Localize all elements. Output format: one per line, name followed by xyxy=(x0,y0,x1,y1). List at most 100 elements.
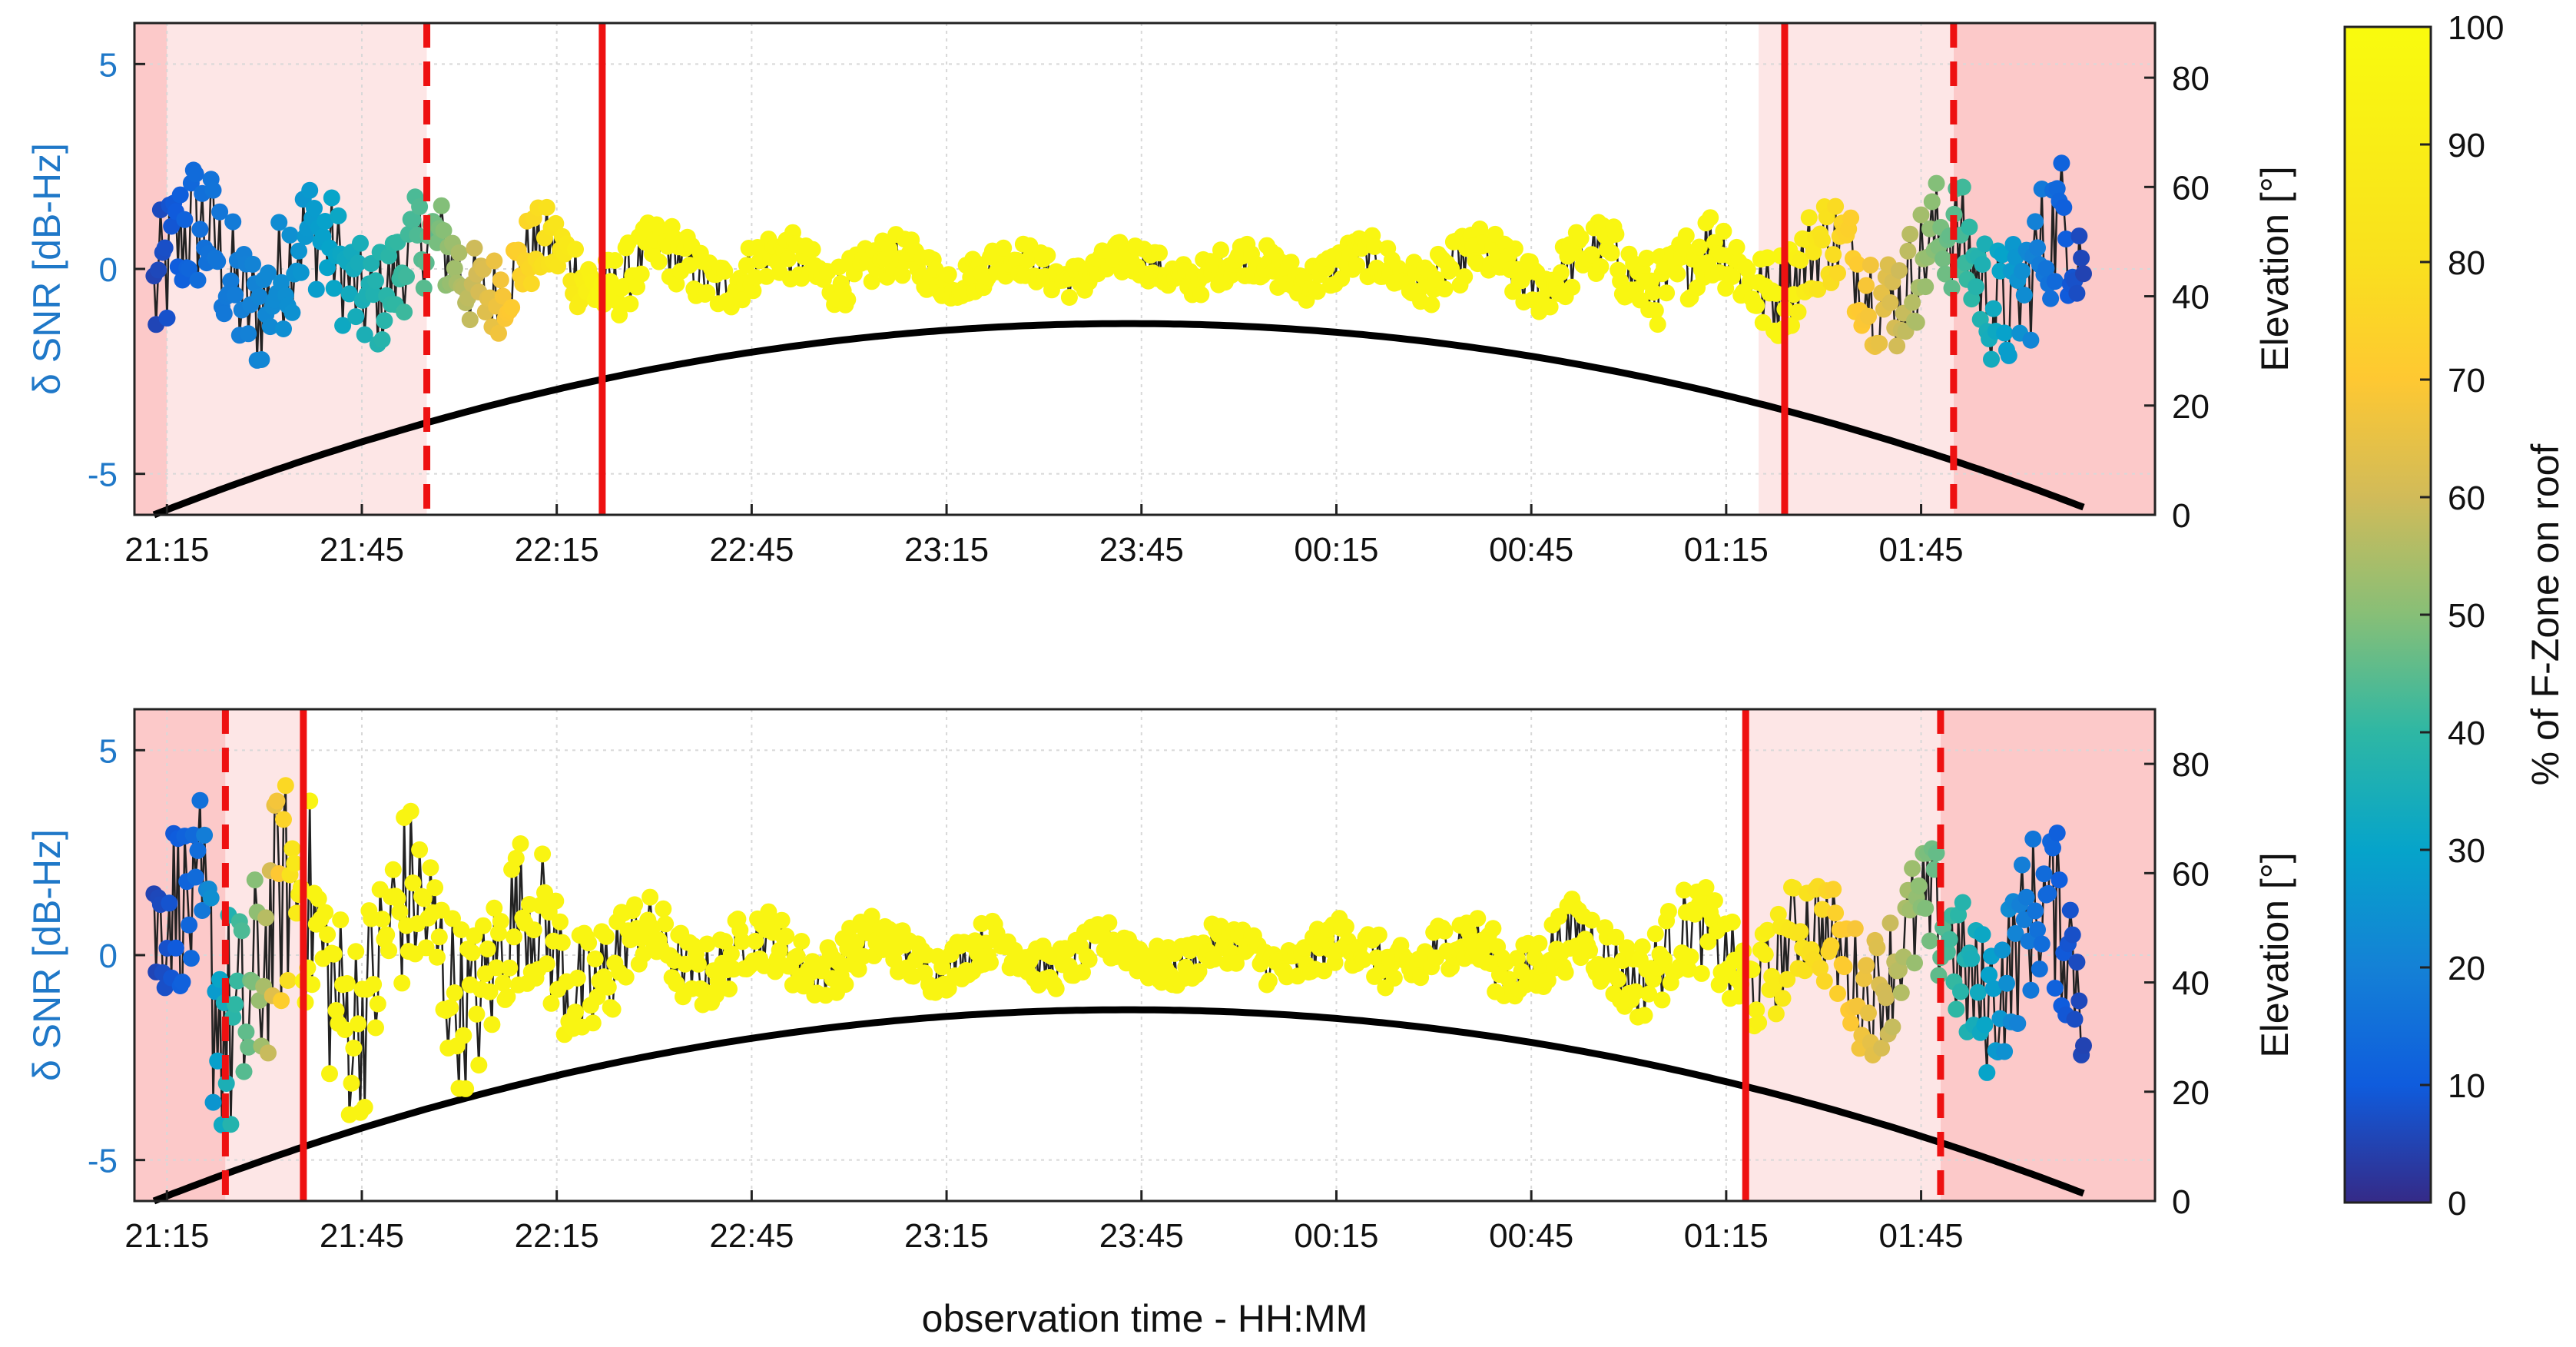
snr-point xyxy=(1370,926,1387,944)
snr-point xyxy=(676,955,694,973)
snr-point xyxy=(744,282,762,300)
snr-point xyxy=(327,1002,345,1019)
snr-point xyxy=(1954,894,1971,911)
snr-point xyxy=(1047,980,1065,997)
snr-point xyxy=(599,978,617,996)
snr-point xyxy=(2055,198,2073,216)
snr-point xyxy=(525,921,542,939)
snr-point xyxy=(1074,964,1091,981)
snr-point xyxy=(196,826,214,844)
y-right-tick-label: 60 xyxy=(2172,855,2210,893)
snr-point xyxy=(1827,904,1845,922)
snr-point xyxy=(404,211,422,228)
snr-point xyxy=(657,915,675,933)
snr-point xyxy=(632,265,650,283)
snr-point xyxy=(1682,948,1699,966)
snr-point xyxy=(933,958,951,976)
colorbar: 0 10 20 30 40 50 60 70 80 90 100 % of F-Zone on ro… xyxy=(2343,9,2567,1223)
snr-point xyxy=(463,944,481,961)
snr-point xyxy=(1541,298,1559,316)
snr-point xyxy=(767,963,784,980)
top-snr-panel: 21:15 21:45 22:15 22:45 23:15 23:45 00:15 00:45… xyxy=(25,22,2296,569)
colorbar-label: % of F-Zone on roof xyxy=(2524,444,2567,786)
snr-point xyxy=(1723,913,1741,931)
snr-point xyxy=(538,955,555,973)
snr-point xyxy=(429,948,446,966)
snr-point xyxy=(1934,250,1952,267)
snr-point xyxy=(1366,237,1384,255)
snr-point xyxy=(340,285,358,303)
snr-point xyxy=(1912,206,1930,224)
snr-point xyxy=(393,974,411,992)
snr-point xyxy=(275,320,292,337)
snr-point xyxy=(1348,257,1366,274)
snr-point xyxy=(483,1016,501,1033)
snr-point xyxy=(1675,881,1692,899)
snr-point xyxy=(1759,921,1776,939)
snr-point xyxy=(332,911,350,929)
snr-point xyxy=(1891,961,1908,979)
snr-point xyxy=(2048,180,2066,197)
snr-point xyxy=(604,1000,622,1018)
y-right-tick-label: 20 xyxy=(2172,1074,2210,1112)
snr-point xyxy=(222,272,240,290)
snr-point xyxy=(1354,951,1372,968)
snr-point xyxy=(1656,951,1673,968)
snr-point xyxy=(1969,984,1987,1001)
snr-point xyxy=(337,1021,353,1038)
snr-point xyxy=(1039,247,1056,264)
snr-point xyxy=(1677,227,1695,244)
snr-point xyxy=(2075,1037,2092,1054)
snr-point xyxy=(626,896,644,914)
snr-point xyxy=(1282,254,1300,271)
snr-point xyxy=(1649,316,1666,333)
snr-point xyxy=(863,907,880,925)
y-left-tick-label: 5 xyxy=(99,732,118,770)
snr-point xyxy=(707,987,724,1004)
snr-point xyxy=(1192,286,1210,304)
snr-point xyxy=(552,913,569,931)
snr-point xyxy=(2024,830,2042,848)
snr-point xyxy=(347,308,365,326)
snr-point xyxy=(486,252,503,270)
snr-point xyxy=(365,976,383,994)
snr-point xyxy=(150,261,167,279)
snr-point xyxy=(1961,218,1978,236)
snr-point xyxy=(1800,209,1818,227)
snr-point xyxy=(461,311,479,329)
y-right-tick-label: 80 xyxy=(2172,746,2210,784)
snr-point xyxy=(310,890,327,907)
snr-point xyxy=(1899,242,1917,260)
snr-point xyxy=(1974,926,1991,944)
snr-point xyxy=(780,250,797,267)
snr-point xyxy=(1835,958,1853,976)
snr-point xyxy=(668,275,685,293)
snr-point xyxy=(1443,260,1460,277)
snr-point xyxy=(2066,1010,2084,1028)
snr-point xyxy=(721,980,738,998)
snr-point xyxy=(1658,284,1676,302)
snr-point xyxy=(2068,284,2086,302)
snr-point xyxy=(209,1052,227,1070)
snr-point xyxy=(1436,280,1454,298)
snr-point xyxy=(1563,278,1581,296)
snr-point xyxy=(187,868,204,886)
snr-point xyxy=(1941,931,1958,948)
snr-point xyxy=(453,921,470,938)
snr-point xyxy=(512,835,529,852)
snr-point xyxy=(442,999,459,1017)
snr-point xyxy=(1607,928,1625,946)
colorbar-tick-label: 20 xyxy=(2448,950,2485,987)
snr-point xyxy=(1607,225,1625,243)
snr-point xyxy=(1809,280,1827,298)
snr-point xyxy=(1974,256,1991,273)
snr-point xyxy=(446,984,463,1001)
colorbar-tick-label: 90 xyxy=(2448,127,2485,164)
snr-point xyxy=(2061,901,2079,919)
snr-point xyxy=(1767,1005,1785,1023)
snr-point xyxy=(1508,950,1526,967)
snr-point xyxy=(644,919,661,937)
snr-point xyxy=(275,811,292,828)
snr-point xyxy=(163,217,181,235)
